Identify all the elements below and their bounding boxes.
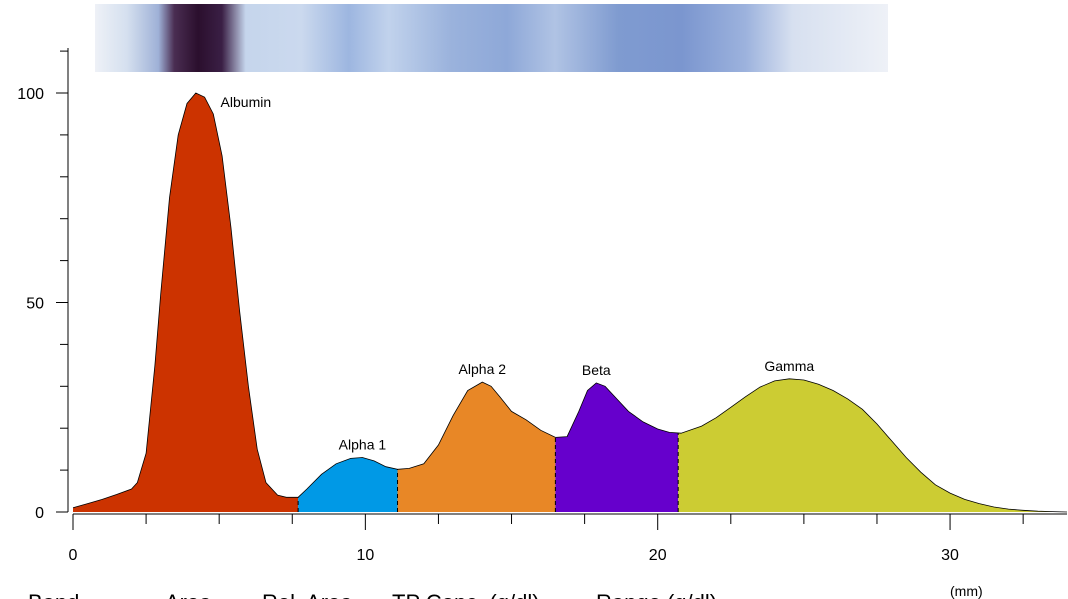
gel-strip-image	[95, 4, 888, 72]
table-header-cell: Range (g/dl)	[596, 590, 717, 599]
density-curve-outline	[72, 92, 1068, 513]
table-header-cell: TP Conc. (g/dl)	[392, 590, 540, 599]
peak-labels: Albumin Alpha 1 Alpha 2 Beta Gamma	[221, 94, 815, 453]
x-tick-label: 30	[941, 547, 959, 564]
y-axis-ticks: 0 50 100	[17, 50, 68, 522]
peak-label-gamma: Gamma	[764, 358, 814, 374]
table-header-cell: Rel. Area	[262, 590, 353, 599]
fraction-area-albumin	[73, 93, 299, 512]
fraction-area-alpha-1	[298, 457, 398, 512]
x-tick-label: 0	[69, 547, 78, 564]
peak-label-alpha-2: Alpha 2	[459, 361, 507, 377]
fraction-area-alpha-2	[397, 382, 556, 512]
peak-label-alpha-1: Alpha 1	[339, 437, 387, 453]
peak-label-albumin: Albumin	[221, 94, 272, 110]
y-tick-label: 100	[17, 86, 44, 103]
x-tick-label: 10	[356, 547, 374, 564]
x-tick-label: 20	[649, 547, 667, 564]
fraction-area-beta	[555, 382, 679, 512]
fraction-areas	[73, 93, 1067, 512]
y-tick-label: 50	[26, 296, 44, 313]
peak-label-beta: Beta	[582, 362, 611, 378]
fraction-dividers	[297, 433, 679, 512]
table-header-cell: Band	[28, 590, 79, 599]
results-table-header: Band Area Rel. Area TP Conc. (g/dl) Range (g…	[28, 590, 717, 599]
y-tick-label: 0	[35, 505, 44, 522]
x-axis-ticks: 0 10 20 30	[69, 514, 1024, 564]
table-header-cell: Area	[165, 590, 212, 599]
x-axis-unit: (mm)	[950, 583, 983, 599]
fraction-area-gamma	[678, 378, 1067, 512]
